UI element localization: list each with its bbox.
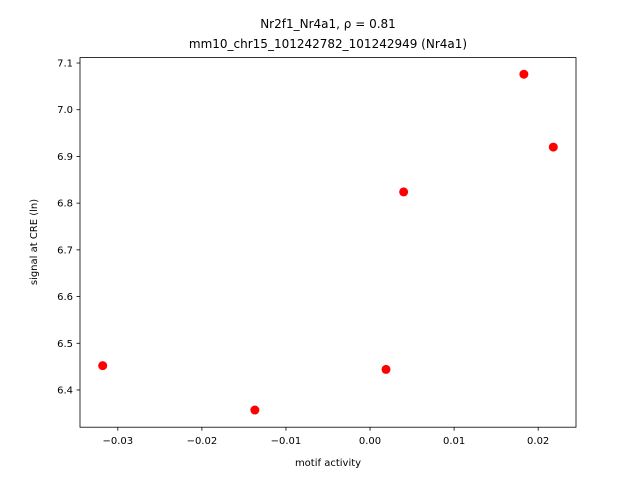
x-axis-label: motif activity — [295, 458, 361, 469]
x-tick-label: −0.02 — [187, 436, 218, 447]
point — [519, 69, 529, 79]
x-tick-label: 0.00 — [359, 436, 381, 447]
chart-title: Nr2f1_Nr4a1, ρ = 0.81 — [260, 17, 396, 31]
point — [98, 361, 108, 371]
y-tick-label: 7.1 — [57, 59, 73, 70]
y-tick-label: 6.8 — [57, 199, 73, 210]
point — [250, 405, 260, 415]
y-tick-label: 6.5 — [57, 339, 73, 350]
point — [548, 142, 558, 152]
y-tick-label: 6.6 — [57, 292, 73, 303]
chart-subtitle: mm10_chr15_101242782_101242949 (Nr4a1) — [189, 37, 467, 51]
y-tick-label: 6.9 — [57, 152, 73, 163]
x-tick-label: −0.01 — [271, 436, 302, 447]
y-axis-label: signal at CRE (ln) — [29, 199, 40, 285]
y-tick-label: 6.4 — [57, 385, 73, 396]
x-tick-label: −0.03 — [103, 436, 134, 447]
x-tick-label: 0.02 — [527, 436, 549, 447]
point — [381, 364, 391, 374]
y-tick-label: 6.7 — [57, 245, 73, 256]
point — [399, 187, 409, 197]
y-tick-label: 7.0 — [57, 105, 73, 116]
x-tick-label: 0.01 — [443, 436, 465, 447]
plot-frame — [79, 57, 577, 428]
